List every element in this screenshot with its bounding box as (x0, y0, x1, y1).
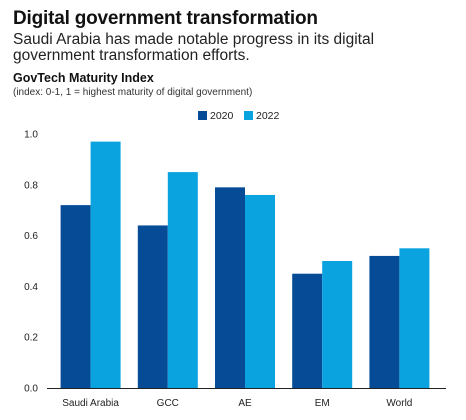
bar-2020-gcc (137, 225, 168, 388)
legend-swatch-2020 (198, 111, 207, 120)
x-tick-label: GCC (157, 398, 179, 409)
y-tick-label: 0.2 (24, 333, 38, 344)
chart-note: (index: 0-1, 1 = highest maturity of dig… (13, 87, 253, 98)
chart-heading: Digital government transformation (13, 8, 318, 29)
y-tick-label: 0.6 (24, 231, 38, 242)
bar-2020-em (292, 273, 323, 388)
y-tick-label: 0.4 (24, 282, 38, 293)
legend-label-2022: 2022 (256, 110, 280, 122)
y-tick-label: 0.8 (24, 180, 38, 191)
y-tick-label: 0.0 (24, 384, 38, 395)
chart-title: GovTech Maturity Index (13, 71, 154, 85)
x-tick-label: Saudi Arabia (62, 398, 119, 409)
bar-2022-ae (245, 194, 275, 388)
bar-2020-saudi-arabia (60, 205, 91, 388)
x-tick-label: AE (238, 398, 252, 409)
bar-2022-world (399, 248, 430, 388)
bar-2020-ae (215, 187, 245, 388)
y-tick-label: 1.0 (24, 130, 38, 141)
x-tick-label: EM (315, 398, 330, 409)
bar-2020-world (369, 255, 400, 388)
x-tick-label: World (386, 398, 412, 409)
bar-2022-gcc (167, 172, 198, 388)
bar-2022-em (322, 261, 353, 388)
bar-2022-saudi-arabia (90, 141, 121, 388)
legend-label-2020: 2020 (210, 110, 234, 122)
chart-subheading: Saudi Arabia has made notable progress i… (13, 31, 375, 64)
legend-swatch-2022 (244, 111, 253, 120)
